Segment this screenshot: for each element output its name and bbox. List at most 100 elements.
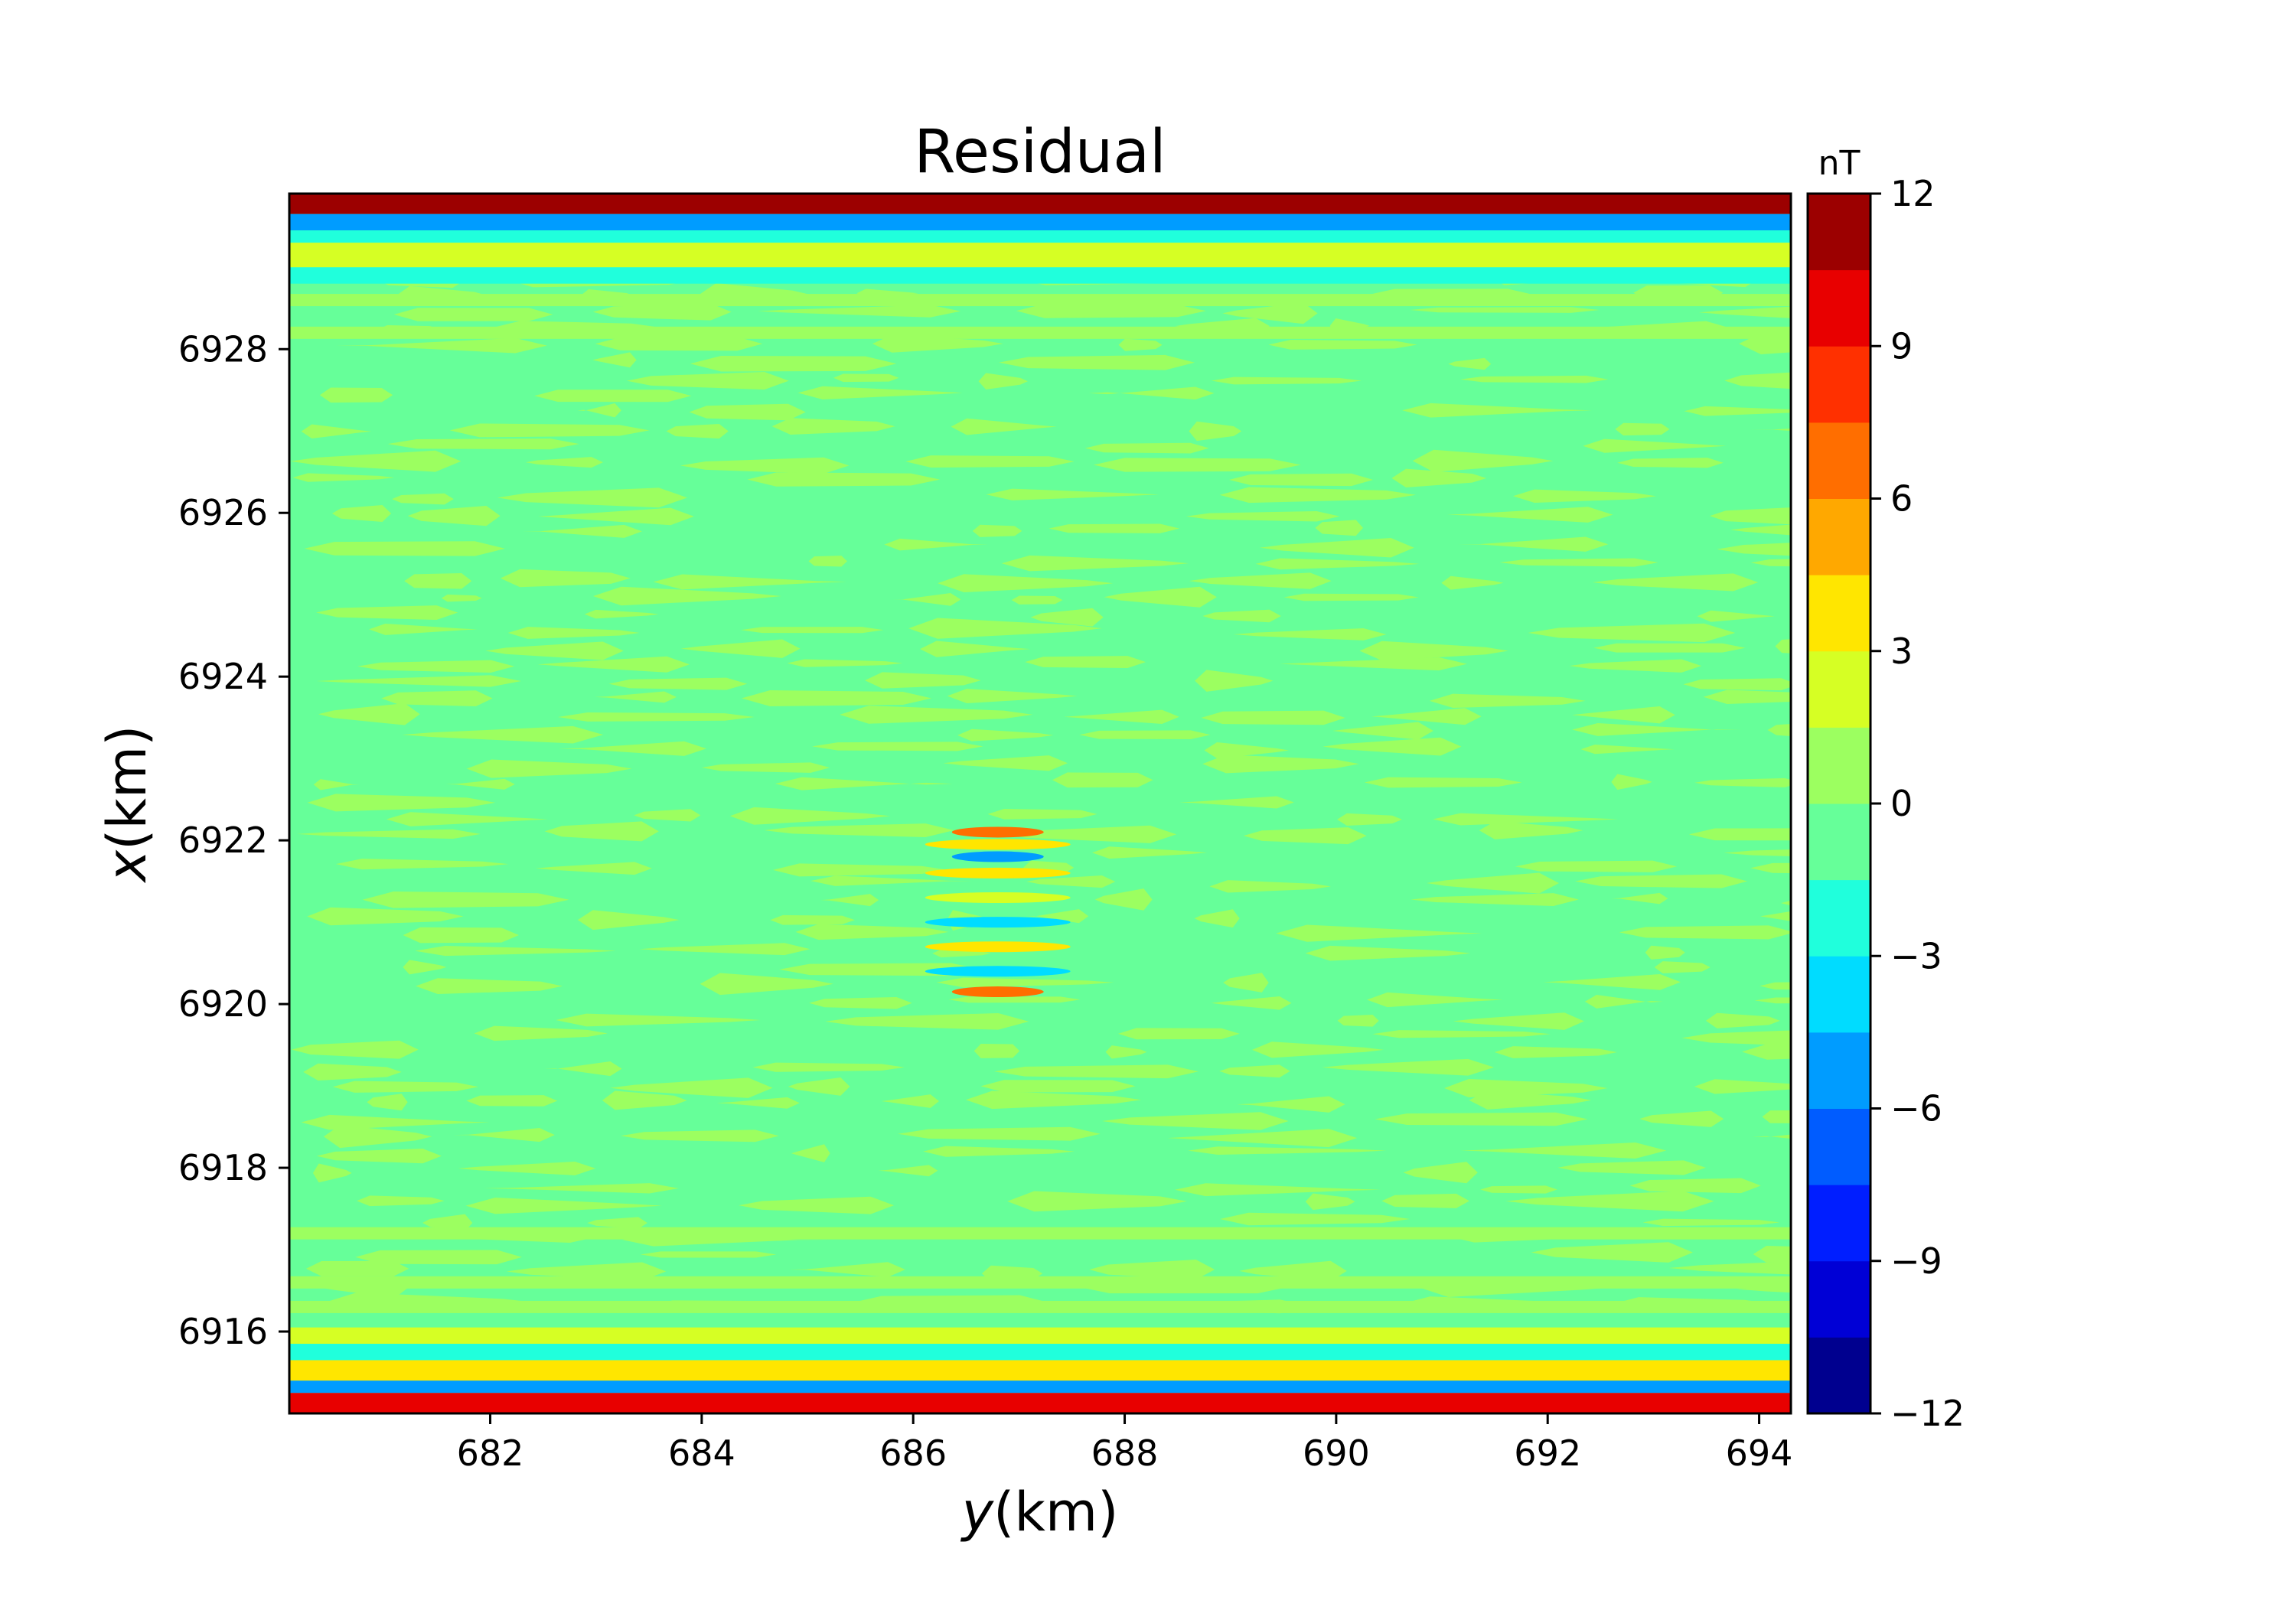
colorbar-block — [1808, 346, 1870, 423]
residual-stripe — [1752, 1134, 1791, 1139]
residual-stripe — [1089, 1260, 1215, 1280]
residual-stripe — [747, 472, 941, 487]
residual-stripe — [403, 960, 447, 975]
residual-stripe — [291, 1040, 419, 1059]
residual-stripe — [1543, 973, 1681, 990]
residual-stripe — [1337, 1015, 1379, 1027]
residual-stripe — [797, 386, 963, 399]
residual-stripe — [1639, 1110, 1724, 1127]
edge-band — [289, 243, 1791, 268]
residual-stripe — [1201, 710, 1345, 725]
residual-stripe — [1174, 1183, 1381, 1197]
residual-stripe — [787, 659, 903, 667]
residual-band — [289, 294, 1791, 307]
edge-band — [289, 194, 1791, 214]
residual-stripe — [1754, 997, 1791, 1004]
residual-stripe — [1709, 507, 1791, 525]
edge-band — [289, 214, 1791, 231]
residual-stripe — [577, 403, 621, 418]
residual-stripe — [1030, 608, 1104, 627]
residual-stripe — [957, 729, 1054, 742]
edge-band — [289, 1327, 1791, 1345]
residual-stripe — [1856, 1012, 1987, 1028]
residual-stripes — [289, 261, 2055, 1314]
y-axis-label-unit: (km) — [96, 725, 158, 850]
residual-stripe — [1592, 573, 1759, 592]
residual-stripe — [1460, 1143, 1667, 1159]
residual-stripe — [634, 809, 701, 822]
residual-stripe — [453, 1128, 555, 1143]
residual-stripe — [484, 1183, 679, 1194]
residual-stripe — [292, 473, 394, 482]
residual-stripe — [441, 594, 482, 602]
residual-stripe — [497, 487, 687, 508]
residual-band — [289, 1300, 1791, 1313]
residual-stripe — [1569, 659, 1702, 673]
residual-stripe — [1101, 1112, 1289, 1130]
x-tick-label: 694 — [1726, 1433, 1793, 1474]
residual-stripe — [1572, 723, 1742, 736]
residual-stripe — [1118, 338, 1163, 351]
residual-stripe — [303, 1063, 402, 1081]
residual-stripe — [1118, 1028, 1240, 1040]
residual-stripe — [544, 821, 659, 842]
residual-stripe — [386, 812, 548, 826]
x-tick-label: 682 — [457, 1433, 524, 1474]
residual-stripe — [920, 641, 1031, 657]
residual-stripe — [640, 1251, 777, 1258]
residual-stripe — [1007, 1191, 1187, 1212]
residual-stripe — [986, 488, 1159, 500]
residual-stripe — [923, 1146, 1075, 1157]
colorbar-block — [1808, 804, 1870, 881]
residual-stripe — [355, 1250, 522, 1265]
residual-stripe — [1480, 1185, 1557, 1194]
residual-stripe — [1441, 575, 1504, 590]
residual-stripe — [1364, 777, 1522, 788]
residual-stripe — [1629, 1178, 1761, 1194]
residual-stripe — [1571, 706, 1675, 724]
colorbar-block — [1808, 1108, 1870, 1185]
residual-stripe — [936, 977, 1114, 988]
residual-stripe — [1753, 1245, 1791, 1263]
residual-stripe — [825, 1012, 1029, 1030]
y-tick-label: 6918 — [178, 1147, 268, 1188]
colorbar-block — [1808, 422, 1870, 499]
residual-stripe — [980, 1080, 1136, 1093]
chart-title: Residual — [914, 118, 1166, 187]
colorbar-tick-label: −12 — [1890, 1393, 1965, 1434]
anomaly-blob — [925, 867, 1071, 878]
residual-stripe — [639, 943, 810, 956]
colorbar-tick-label: 3 — [1890, 631, 1913, 672]
residual-stripe — [534, 390, 692, 403]
residual-stripe — [1332, 722, 1433, 740]
residual-stripe — [507, 627, 640, 639]
residual-stripe — [1322, 737, 1462, 756]
residual-stripe — [1255, 558, 1420, 570]
residual-stripe — [1479, 821, 1583, 839]
residual-stripe — [1512, 489, 1656, 503]
colorbar-block — [1808, 498, 1870, 575]
residual-stripe — [978, 373, 1028, 390]
residual-stripe — [653, 574, 846, 590]
y-axis-label: x(km) — [96, 725, 158, 884]
residual-stripe — [1724, 372, 1791, 390]
residual-stripe — [1411, 893, 1579, 906]
residual-stripe — [323, 1125, 432, 1149]
residual-stripe — [1515, 860, 1678, 872]
x-axis-label: y(km) — [960, 1481, 1119, 1543]
residual-stripe — [974, 1044, 1020, 1058]
residual-stripe — [1593, 643, 1746, 653]
residual-stripe — [1371, 708, 1482, 725]
residual-stripe — [905, 455, 1075, 468]
residual-stripe — [1583, 438, 1727, 453]
residual-stripe — [1283, 593, 1419, 601]
residual-stripe — [1724, 849, 1791, 857]
residual-stripe — [1617, 458, 1724, 468]
residual-stripe — [537, 656, 690, 673]
residual-stripe — [1494, 1046, 1617, 1058]
residual-stripe — [1903, 393, 2055, 403]
residual-stripe — [393, 308, 553, 321]
residual-stripe — [1856, 289, 2001, 302]
residual-stripe — [1220, 1212, 1411, 1226]
residual-stripe — [1091, 846, 1208, 859]
